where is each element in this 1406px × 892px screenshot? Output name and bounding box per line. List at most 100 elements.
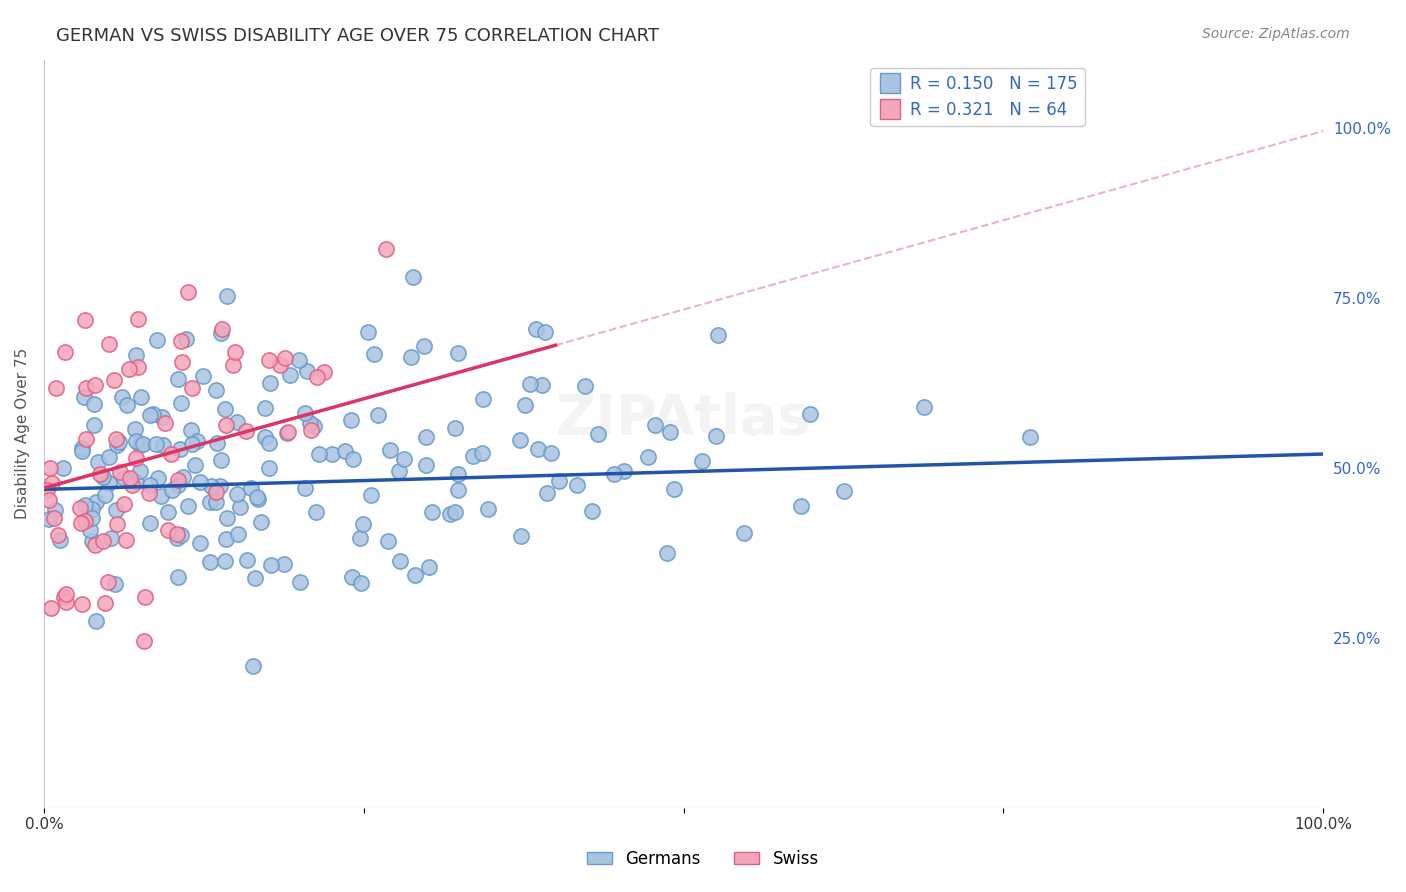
Point [519,377,541,392]
Point [114,533,136,547]
Point [222,358,245,372]
Point [420,505,443,519]
Point [159,447,181,461]
Point [205,383,228,397]
Point [389,554,412,568]
Point [209,479,232,493]
Point [236,553,259,567]
Point [704,429,727,443]
Point [145,437,167,451]
Point [53,344,76,359]
Point [128,464,150,478]
Point [527,442,550,456]
Point [200,479,222,493]
Point [235,425,257,439]
Point [242,659,264,673]
Point [278,368,301,382]
Point [153,416,176,430]
Point [1018,429,1040,443]
Point [73,313,96,327]
Point [150,410,173,425]
Point [240,481,263,495]
Point [415,458,437,472]
Y-axis label: Disability Age Over 75: Disability Age Over 75 [15,348,30,519]
Point [912,401,935,415]
Point [413,339,436,353]
Point [166,527,188,541]
Point [277,425,299,440]
Point [104,576,127,591]
Point [273,558,295,572]
Point [229,500,252,514]
Point [82,511,104,525]
Point [217,288,239,302]
Point [471,392,494,406]
Point [39,601,62,615]
Point [112,497,135,511]
Point [513,398,536,412]
Point [75,498,97,512]
Point [312,365,335,379]
Point [156,523,179,537]
Point [157,505,180,519]
Point [276,426,298,441]
Point [170,355,193,369]
Point [139,478,162,492]
Point [540,446,562,460]
Point [447,483,470,497]
Point [44,511,66,525]
Point [97,575,120,590]
Point [93,597,115,611]
Point [52,461,75,475]
Point [52,591,75,605]
Point [340,570,363,584]
Point [273,351,295,365]
Point [139,408,162,422]
Point [581,503,603,517]
Point [402,270,425,285]
Point [215,417,238,432]
Point [294,406,316,420]
Point [444,505,467,519]
Point [177,285,200,300]
Point [247,491,270,506]
Point [100,532,122,546]
Point [169,442,191,456]
Point [246,490,269,504]
Point [69,516,91,530]
Point [333,443,356,458]
Point [167,478,190,492]
Point [655,546,678,560]
Point [104,432,127,446]
Point [509,433,531,447]
Point [108,434,131,449]
Point [644,417,666,432]
Point [87,455,110,469]
Point [75,381,97,395]
Point [170,528,193,542]
Point [321,447,343,461]
Point [129,438,152,452]
Point [799,407,821,421]
Point [55,587,77,601]
Point [510,529,533,543]
Point [295,364,318,378]
Point [152,437,174,451]
Point [98,450,121,465]
Point [193,368,215,383]
Point [294,481,316,495]
Point [269,358,291,372]
Point [226,526,249,541]
Point [299,423,322,437]
Point [374,242,396,256]
Point [166,570,188,584]
Point [574,379,596,393]
Point [69,501,91,516]
Point [44,503,66,517]
Point [172,470,194,484]
Point [142,408,165,422]
Point [129,390,152,404]
Point [290,575,312,590]
Point [613,464,636,478]
Point [131,437,153,451]
